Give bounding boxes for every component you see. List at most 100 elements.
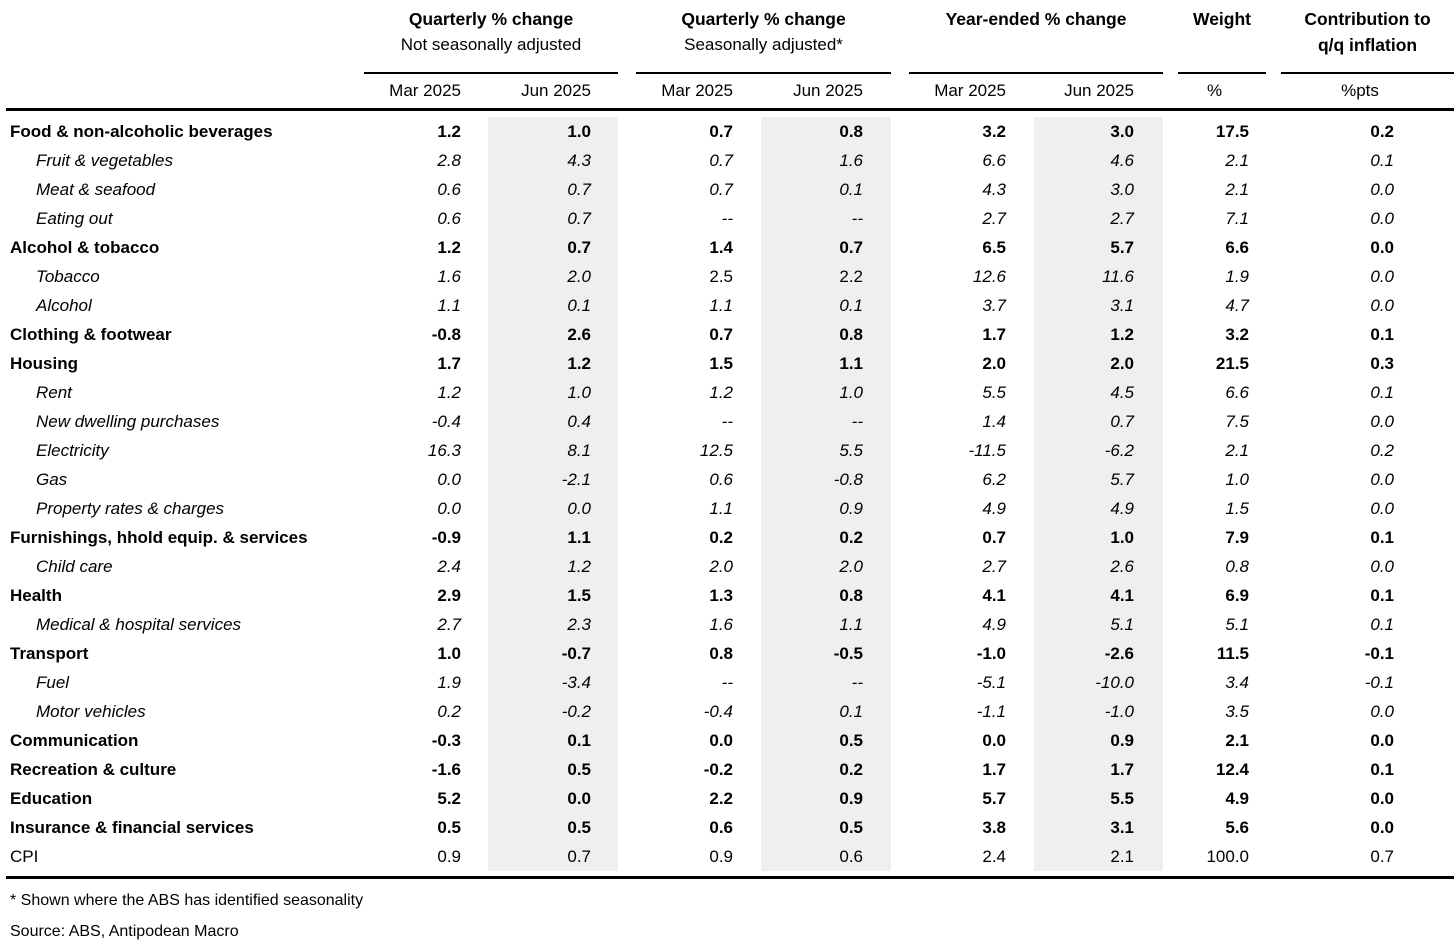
subheader-nsa-mar: Mar 2025 — [389, 81, 461, 100]
cell-ye_jun: 4.9 — [1034, 494, 1163, 523]
cell-sa_mar: 1.1 — [709, 295, 733, 315]
cell-ye_jun: 11.6 — [1034, 262, 1163, 291]
cell-nsa_jun: 1.1 — [488, 523, 618, 552]
cell-weight: 4.7 — [1225, 295, 1249, 315]
cell-contribution: 0.0 — [1370, 817, 1394, 837]
cell-weight: 7.1 — [1225, 208, 1249, 228]
cell-sa_mar: 0.0 — [709, 730, 733, 750]
cell-contribution: 0.1 — [1370, 150, 1394, 170]
cell-nsa_mar: 0.2 — [437, 701, 461, 721]
table-row: Fuel 1.9 -3.4 -- -- -5.1 -10.0 3.4 -0.1 — [6, 668, 1454, 697]
cell-nsa_jun: -0.7 — [488, 639, 618, 668]
cell-nsa_mar: 0.6 — [437, 208, 461, 228]
cell-contribution: 0.1 — [1370, 614, 1394, 634]
cell-ye_mar: -11.5 — [968, 440, 1007, 460]
cell-sa_jun: 0.1 — [761, 697, 891, 726]
cell-nsa_jun: 0.0 — [488, 784, 618, 813]
footnotes: * Shown where the ABS has identified sea… — [6, 892, 1456, 941]
cell-nsa_jun: 0.5 — [488, 755, 618, 784]
subheader-contribution-pts: %pts — [1341, 81, 1379, 100]
row-label: Food & non-alcoholic beverages — [10, 121, 273, 141]
cell-ye_mar: 12.6 — [972, 266, 1006, 286]
cell-weight: 3.2 — [1225, 324, 1249, 344]
cell-ye_mar: 2.4 — [982, 846, 1006, 866]
row-label: Communication — [10, 730, 139, 750]
cell-nsa_jun: 0.1 — [488, 291, 618, 320]
cell-nsa_mar: 0.9 — [437, 846, 461, 866]
cell-ye_jun: -10.0 — [1034, 668, 1163, 697]
subheader-sa-jun: Jun 2025 — [793, 81, 864, 100]
table-row: Fruit & vegetables 2.8 4.3 0.7 1.6 6.6 4.6 2.1 0… — [6, 146, 1454, 175]
cell-ye_jun: -6.2 — [1034, 436, 1163, 465]
cell-sa_mar: -- — [721, 411, 733, 431]
cell-sa_jun: -- — [761, 204, 891, 233]
cell-sa_jun: 1.1 — [761, 349, 891, 378]
cell-weight: 6.6 — [1225, 237, 1249, 257]
table-row: Health 2.9 1.5 1.3 0.8 4.1 4.1 6.9 0.1 — [6, 581, 1454, 610]
cell-contribution: 0.0 — [1370, 266, 1394, 286]
cell-sa_jun: -- — [761, 407, 891, 436]
cell-weight: 2.1 — [1225, 440, 1249, 460]
cell-weight: 100.0 — [1206, 846, 1249, 866]
row-label: Eating out — [36, 208, 113, 228]
cell-sa_jun: 0.2 — [761, 755, 891, 784]
row-label-header — [6, 6, 364, 74]
row-label: Meat & seafood — [36, 179, 156, 199]
cell-ye_jun: 2.7 — [1034, 204, 1163, 233]
group-quarterly-nsa: Quarterly % change Not seasonally adjust… — [364, 6, 619, 74]
cell-contribution: 0.0 — [1370, 730, 1394, 750]
cell-ye_jun: -1.0 — [1034, 697, 1163, 726]
column-group-header-row: Quarterly % change Not seasonally adjust… — [6, 6, 1455, 74]
cell-sa_mar: 0.7 — [709, 121, 733, 141]
cell-nsa_mar: 1.2 — [437, 382, 461, 402]
cell-nsa_mar: -0.8 — [431, 324, 461, 344]
cell-ye_mar: 2.7 — [982, 208, 1006, 228]
cell-weight: 1.5 — [1225, 498, 1249, 518]
cell-nsa_jun: -2.1 — [488, 465, 618, 494]
cell-sa_jun: 0.8 — [761, 581, 891, 610]
cell-contribution: 0.1 — [1370, 324, 1394, 344]
cell-ye_mar: 0.0 — [982, 730, 1006, 750]
cell-weight: 2.1 — [1225, 179, 1249, 199]
cell-weight: 11.5 — [1216, 643, 1249, 663]
cell-nsa_jun: 0.4 — [488, 407, 618, 436]
cell-nsa_mar: 1.7 — [437, 353, 461, 373]
table-row: Insurance & financial services 0.5 0.5 0.6 0… — [6, 813, 1454, 842]
cell-ye_jun: 1.0 — [1034, 523, 1163, 552]
row-label: Alcohol — [36, 295, 92, 315]
cell-sa_jun: -0.8 — [761, 465, 891, 494]
cell-contribution: 0.1 — [1370, 585, 1394, 605]
cell-nsa_jun: 0.7 — [488, 204, 618, 233]
cell-contribution: 0.0 — [1370, 788, 1394, 808]
group-title: Weight — [1193, 9, 1252, 29]
table-row: Alcohol & tobacco 1.2 0.7 1.4 0.7 6.5 5.7 6.6 0.… — [6, 233, 1454, 262]
cell-sa_jun: 5.5 — [761, 436, 891, 465]
cell-contribution: 0.0 — [1370, 469, 1394, 489]
cell-sa_mar: 2.0 — [709, 556, 733, 576]
cell-nsa_mar: -1.6 — [431, 759, 461, 779]
row-label: Property rates & charges — [36, 498, 225, 518]
cell-sa_mar: -- — [721, 672, 733, 692]
table-row: Education 5.2 0.0 2.2 0.9 5.7 5.5 4.9 0.0 — [6, 784, 1454, 813]
table-row: Child care 2.4 1.2 2.0 2.0 2.7 2.6 0.8 0.0 — [6, 552, 1454, 581]
cell-nsa_mar: 1.6 — [437, 266, 461, 286]
cell-nsa_jun: 4.3 — [488, 146, 618, 175]
cell-nsa_mar: 0.6 — [437, 179, 461, 199]
cell-weight: 0.8 — [1225, 556, 1249, 576]
cell-nsa_mar: -0.3 — [431, 730, 461, 750]
cell-ye_jun: 5.1 — [1034, 610, 1163, 639]
cell-sa_mar: 2.2 — [709, 788, 733, 808]
cell-contribution: -0.1 — [1364, 643, 1394, 663]
cell-ye_mar: 6.5 — [982, 237, 1006, 257]
cell-contribution: 0.0 — [1370, 556, 1394, 576]
group-title-line2: q/q inflation — [1317, 35, 1418, 55]
table-row: Meat & seafood 0.6 0.7 0.7 0.1 4.3 3.0 2.1 0.0 — [6, 175, 1454, 204]
cell-weight: 2.1 — [1225, 730, 1249, 750]
cell-contribution: -0.1 — [1364, 672, 1394, 692]
row-label: Motor vehicles — [36, 701, 146, 721]
subheader-ye-mar: Mar 2025 — [934, 81, 1007, 100]
cell-sa_jun: 2.0 — [761, 552, 891, 581]
group-title: Year-ended % change — [945, 9, 1127, 29]
cell-nsa_mar: 16.3 — [427, 440, 461, 460]
cell-sa_jun: 1.6 — [761, 146, 891, 175]
